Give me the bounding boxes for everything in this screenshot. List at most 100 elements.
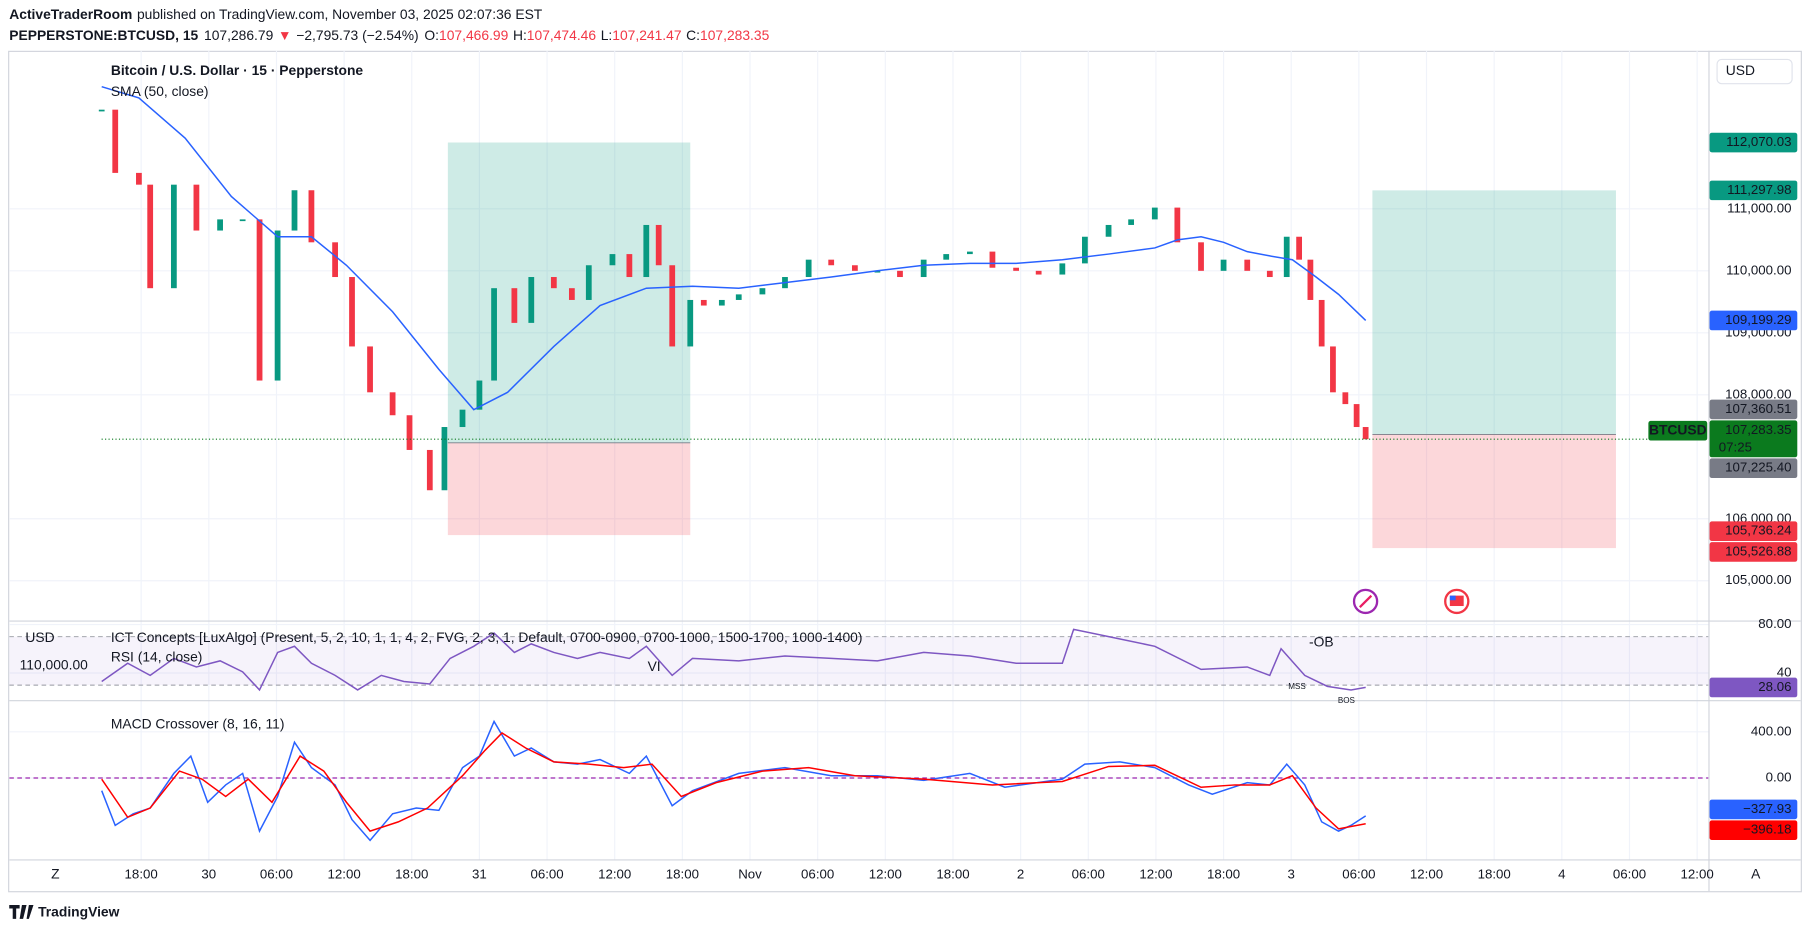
left-scale-label: 110,000.00 — [20, 657, 89, 673]
price-label: −396.18 — [1743, 822, 1791, 837]
x-tick-label: 18:00 — [666, 866, 699, 881]
candle — [874, 270, 881, 273]
candle — [943, 254, 950, 260]
candle — [112, 109, 119, 173]
candle — [1266, 270, 1273, 278]
price-label: 107,225.40 — [1725, 460, 1791, 475]
candle — [585, 265, 592, 300]
x-tick-label: 12:00 — [328, 866, 361, 881]
series-line — [101, 732, 1366, 832]
zoom-button[interactable]: Z — [51, 866, 60, 882]
candle — [291, 190, 298, 231]
candle — [1082, 236, 1088, 264]
price-label-box — [1709, 820, 1798, 841]
candle — [920, 259, 927, 278]
annotation: BOS — [1338, 696, 1356, 705]
candle — [1342, 392, 1349, 405]
x-tick-label: 12:00 — [1410, 866, 1443, 881]
x-tick-label: 06:00 — [1072, 866, 1105, 881]
band-fill — [9, 636, 1709, 686]
candle — [491, 288, 497, 381]
axis-layer: 18:00 30 06:00 12:00 18:00 31 06:00 12:00 18:00 N… — [125, 132, 1798, 881]
y-tick-label: 400.00 — [1751, 723, 1792, 738]
y-tick-label: 108,000.00 — [1725, 386, 1791, 401]
y-tick-label: 40 — [1777, 664, 1792, 679]
symbol-tag-box — [1648, 420, 1708, 441]
x-tick-label: 2 — [1017, 866, 1024, 881]
brand-name: TradingView — [38, 904, 120, 920]
price-label-box — [1709, 521, 1798, 542]
candle — [426, 449, 433, 491]
candle — [851, 265, 858, 271]
candle — [459, 409, 466, 428]
x-tick-label: 12:00 — [869, 866, 902, 881]
candle — [1151, 207, 1158, 220]
last: 107,286.79 — [204, 26, 274, 42]
candle — [274, 230, 281, 381]
high: 107,474.46 — [527, 26, 597, 42]
candle — [828, 259, 835, 266]
candle — [669, 265, 676, 347]
price-label: 28.06 — [1758, 679, 1791, 694]
price-label-box — [1709, 677, 1798, 698]
candle — [349, 277, 355, 347]
x-tick-label: 18:00 — [936, 866, 969, 881]
annotation: MSS — [1288, 682, 1306, 691]
candle — [147, 184, 154, 289]
series-line — [101, 719, 1367, 842]
series-line — [101, 85, 1367, 411]
x-tick-label: 12:00 — [598, 866, 631, 881]
events-icon[interactable] — [1352, 588, 1379, 615]
candle — [511, 288, 518, 323]
price-label-box — [1709, 420, 1798, 458]
position-profit — [1372, 190, 1616, 435]
price-label: 109,199.29 — [1725, 312, 1791, 327]
candle — [1362, 427, 1369, 440]
publisher: ActiveTraderRoom — [9, 6, 132, 22]
price-label: −327.93 — [1743, 801, 1791, 816]
x-tick-label: 06:00 — [530, 866, 563, 881]
economic-event-icon[interactable] — [1444, 588, 1470, 615]
price-label: 111,297.98 — [1727, 182, 1791, 197]
x-tick-label: 06:00 — [1342, 866, 1375, 881]
candle — [1035, 270, 1042, 275]
candle — [1105, 224, 1112, 237]
price-label-box — [1709, 310, 1798, 331]
annotation: VI — [648, 658, 661, 674]
macd-legend: MACD Crossover (8, 16, 11) — [111, 716, 285, 732]
x-tick-label: 12:00 — [1681, 866, 1714, 881]
price-label-box — [1709, 458, 1798, 479]
x-tick-label: Nov — [738, 866, 762, 881]
series-line — [101, 628, 1366, 692]
countdown-label: 07:25 — [1719, 440, 1752, 455]
candle — [759, 288, 766, 295]
c-label: C: — [686, 26, 700, 42]
symbol-tag: BTCUSD — [1649, 421, 1707, 437]
price-label: 107,360.51 — [1725, 401, 1791, 416]
pane — [9, 719, 1709, 842]
candle — [568, 288, 575, 300]
price-label-box — [1709, 180, 1798, 201]
candle — [989, 251, 996, 268]
currency-button[interactable] — [1716, 58, 1793, 85]
low: 107,241.47 — [612, 26, 681, 42]
y-tick-label: 105,000.00 — [1725, 572, 1791, 587]
l-label: L: — [601, 26, 613, 42]
candle — [193, 184, 200, 231]
x-tick-label: 06:00 — [1613, 866, 1646, 881]
pane — [98, 85, 1709, 549]
x-tick-label: 31 — [472, 866, 487, 881]
annotation: -OB — [1309, 634, 1334, 650]
candle — [700, 299, 707, 306]
x-tick-label: 3 — [1288, 866, 1295, 881]
auto-scale-button[interactable]: A — [1751, 866, 1761, 882]
candle — [217, 219, 223, 231]
x-tick-label: 06:00 — [801, 866, 834, 881]
candle — [1330, 346, 1336, 393]
x-tick-label: 18:00 — [1478, 866, 1511, 881]
y-tick-label: 80.00 — [1758, 616, 1791, 631]
ict-legend: ICT Concepts [LuxAlgo] (Present, 5, 2, 1… — [111, 629, 863, 645]
brand-logo — [9, 904, 34, 919]
plot-layer — [9, 85, 1709, 842]
